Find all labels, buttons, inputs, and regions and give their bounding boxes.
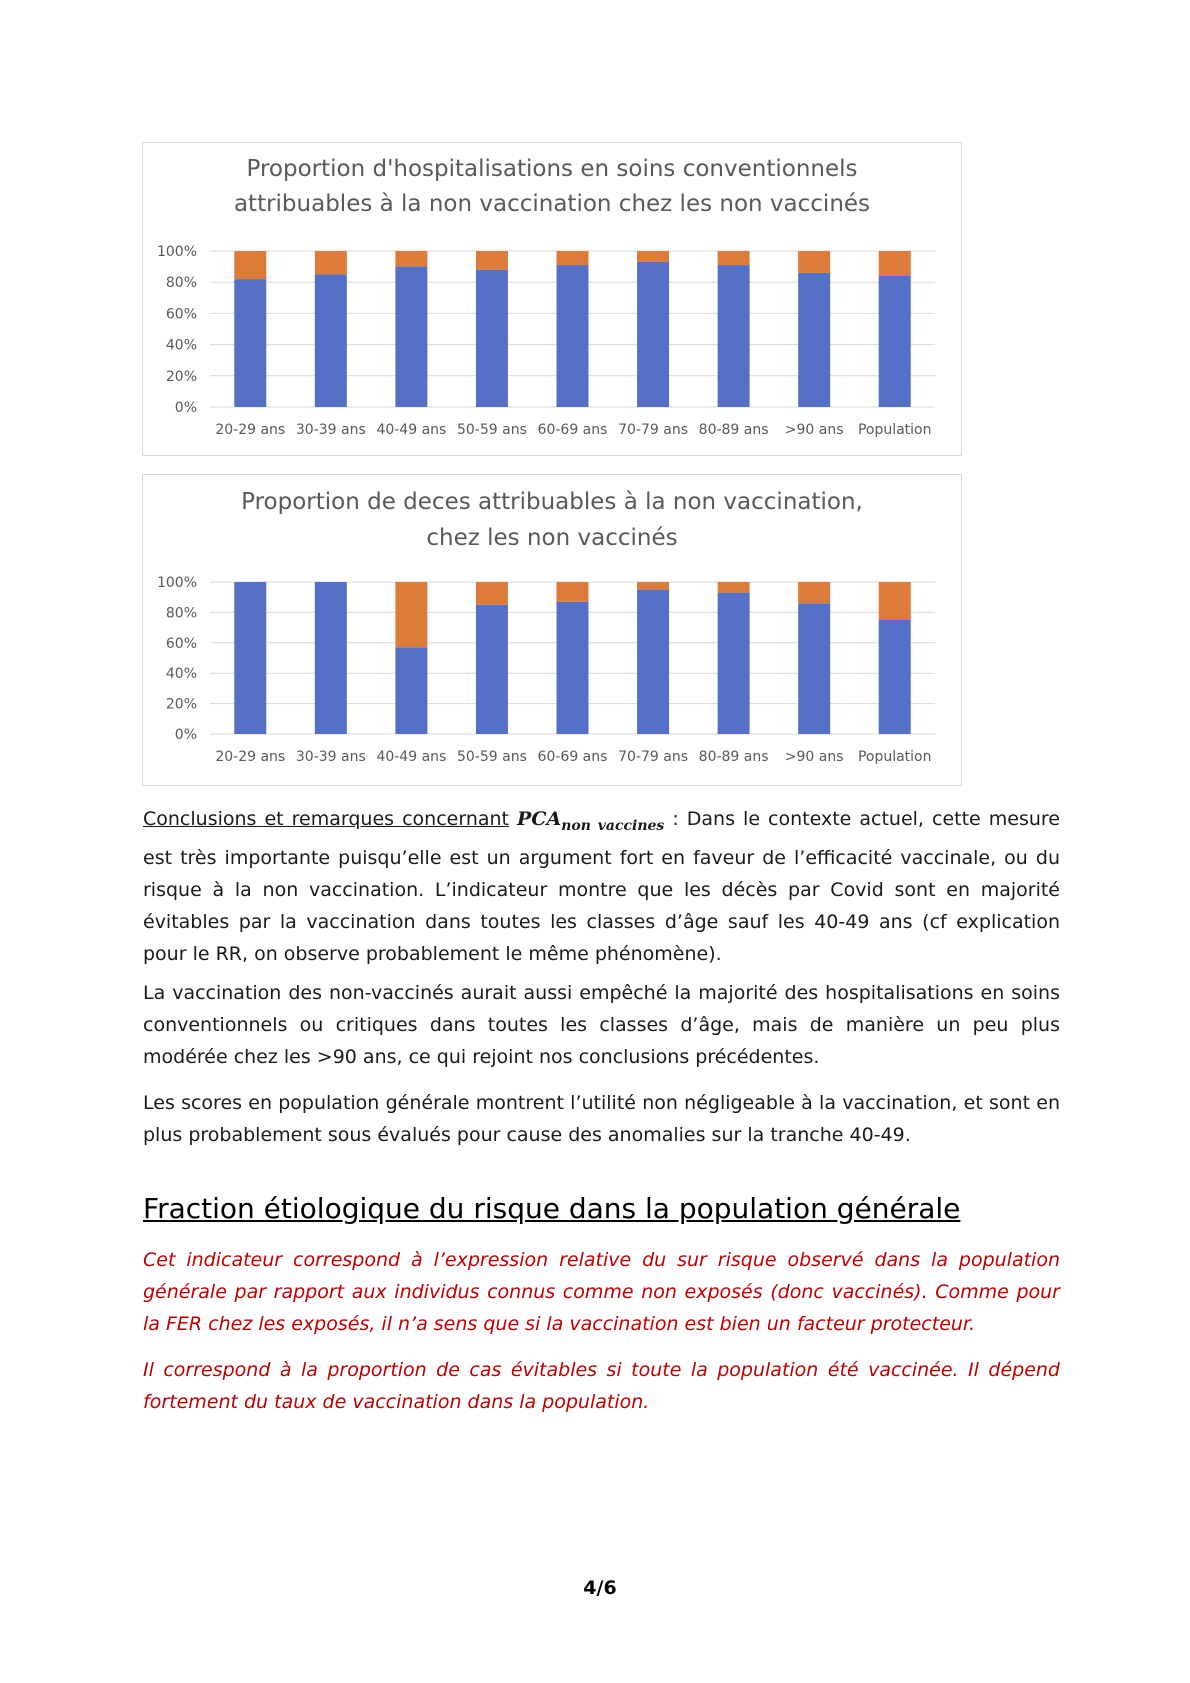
bar-remaining <box>637 582 670 590</box>
bar-attributable <box>798 272 831 407</box>
y-tick-label: 100% <box>157 575 197 591</box>
bar-attributable <box>314 274 347 407</box>
chart-title-line: chez les non vaccinés <box>426 525 677 551</box>
x-tick-label: 50-59 ans <box>457 749 527 765</box>
bar-remaining <box>314 251 347 275</box>
y-tick-label: 20% <box>166 369 197 385</box>
bar-remaining <box>637 251 670 262</box>
bar-attributable <box>234 582 267 734</box>
deces-chart-svg: Proportion de deces attribuables à la no… <box>157 489 935 765</box>
bar-attributable <box>717 265 750 407</box>
chart-title-line: Proportion de deces attribuables à la no… <box>241 489 863 515</box>
y-tick-label: 100% <box>157 244 197 260</box>
bar-remaining <box>798 251 831 273</box>
x-tick-label: 60-69 ans <box>538 749 608 765</box>
x-tick-label: 40-49 ans <box>376 422 446 438</box>
bar-remaining <box>395 251 428 267</box>
section-heading: Fraction étiologique du risque dans la p… <box>143 1192 961 1225</box>
x-tick-label: 80-89 ans <box>699 749 769 765</box>
bar-remaining <box>475 582 508 605</box>
y-tick-label: 80% <box>166 605 197 621</box>
bar-attributable <box>475 604 508 734</box>
conclusions-text: : Dans le contexte actuel, cette mesure … <box>143 808 1060 965</box>
paragraph-population: Les scores en population générale montre… <box>143 1087 1060 1151</box>
bar-attributable <box>878 275 911 407</box>
page-number: 4/6 <box>583 1577 617 1599</box>
conclusions-paragraph: Conclusions et remarques concernant PCAn… <box>143 803 1060 970</box>
bar-attributable <box>798 603 831 734</box>
bar-attributable <box>717 592 750 734</box>
x-tick-label: 70-79 ans <box>618 749 688 765</box>
paragraph-population-text: Les scores en population générale montre… <box>143 1092 1060 1146</box>
x-tick-label: 80-89 ans <box>699 422 769 438</box>
bar-attributable <box>395 266 428 407</box>
bar-attributable <box>878 620 911 734</box>
x-tick-label: 50-59 ans <box>457 422 527 438</box>
y-tick-label: 0% <box>175 727 197 743</box>
x-tick-label: 40-49 ans <box>376 749 446 765</box>
conclusions-label: Conclusions et remarques concernant <box>143 808 509 830</box>
x-tick-label: 30-39 ans <box>296 749 366 765</box>
red-note-proportion-text: Il correspond à la proportion de cas évi… <box>143 1359 1060 1413</box>
bar-attributable <box>475 269 508 407</box>
red-note-proportion: Il correspond à la proportion de cas évi… <box>143 1354 1060 1418</box>
bar-remaining <box>717 582 750 593</box>
bar-remaining <box>475 251 508 270</box>
x-tick-label: Population <box>858 422 932 438</box>
bar-remaining <box>717 251 750 266</box>
y-tick-label: 60% <box>166 306 197 322</box>
chart-title-line: Proportion d'hospitalisations en soins c… <box>247 156 858 182</box>
bar-attributable <box>556 265 589 407</box>
bar-remaining <box>878 251 911 276</box>
chart-title-line: attribuables à la non vaccination chez l… <box>234 191 870 217</box>
bar-remaining <box>234 251 267 280</box>
x-tick-label: 20-29 ans <box>215 749 285 765</box>
x-tick-label: 20-29 ans <box>215 422 285 438</box>
bar-remaining <box>798 582 831 604</box>
bar-remaining <box>556 582 589 602</box>
pca-formula: PCAnon vaccines <box>517 808 664 834</box>
hospitalisation-chart: Proportion d'hospitalisations en soins c… <box>142 142 962 456</box>
y-tick-label: 20% <box>166 697 197 713</box>
red-note-indicator-text: Cet indicateur correspond à l’expression… <box>143 1249 1060 1335</box>
y-tick-label: 40% <box>166 338 197 354</box>
bar-attributable <box>637 589 670 734</box>
bar-attributable <box>637 261 670 407</box>
bar-remaining <box>395 582 428 648</box>
y-tick-label: 60% <box>166 636 197 652</box>
hospitalisation-chart-svg: Proportion d'hospitalisations en soins c… <box>157 156 935 438</box>
bar-attributable <box>314 582 347 734</box>
pca-formula-main: PCA <box>517 808 562 830</box>
x-tick-label: >90 ans <box>785 422 844 438</box>
pca-formula-sub: non vaccines <box>561 818 665 834</box>
bar-attributable <box>556 601 589 734</box>
paragraph-hospitalisations-text: La vaccination des non-vaccinés aurait a… <box>143 982 1060 1068</box>
bar-remaining <box>556 251 589 266</box>
bar-attributable <box>234 279 267 407</box>
x-tick-label: 70-79 ans <box>618 422 688 438</box>
red-note-indicator: Cet indicateur correspond à l’expression… <box>143 1244 1060 1340</box>
y-tick-label: 0% <box>175 400 197 416</box>
x-tick-label: 30-39 ans <box>296 422 366 438</box>
bar-remaining <box>878 582 911 620</box>
x-tick-label: Population <box>858 749 932 765</box>
y-tick-label: 80% <box>166 275 197 291</box>
deces-chart: Proportion de deces attribuables à la no… <box>142 474 962 786</box>
y-tick-label: 40% <box>166 666 197 682</box>
x-tick-label: >90 ans <box>785 749 844 765</box>
x-tick-label: 60-69 ans <box>538 422 608 438</box>
bar-attributable <box>395 647 428 734</box>
paragraph-hospitalisations: La vaccination des non-vaccinés aurait a… <box>143 977 1060 1073</box>
